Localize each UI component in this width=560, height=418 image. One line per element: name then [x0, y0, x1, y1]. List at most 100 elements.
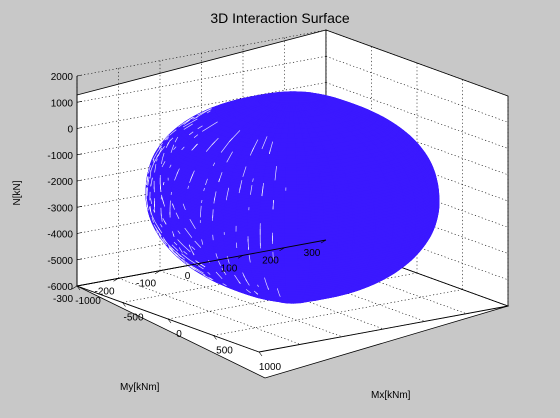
surface-mesh-highlight: [206, 110, 211, 114]
surface-mesh-highlight: [194, 240, 202, 248]
surface-mesh-highlight: [156, 230, 159, 234]
interaction-surface: [145, 91, 440, 304]
surface-mesh-highlight: [188, 244, 192, 251]
surface-mesh-highlight: [257, 284, 259, 287]
surface-mesh-highlight: [202, 121, 218, 132]
x-tick-label: 1000: [259, 362, 282, 373]
surface-mesh-highlight: [218, 260, 221, 266]
surface-mesh-highlight: [157, 227, 163, 234]
surface-mesh-highlight: [152, 151, 158, 160]
surface-mesh-highlight: [191, 266, 196, 271]
surface-mesh-highlight: [157, 147, 163, 157]
surface-mesh-highlight: [184, 227, 193, 238]
x-tick-mark: [122, 302, 126, 307]
surface-mesh-highlight: [228, 137, 233, 143]
surface-mesh-highlight: [209, 277, 214, 281]
z-tick-label: -6000: [47, 282, 73, 293]
z-tick-mark: [76, 179, 83, 182]
z-tick-mark: [76, 258, 83, 261]
surface-mesh-highlight: [192, 252, 195, 256]
surface-mesh-highlight: [170, 144, 175, 153]
surface-mesh-highlight: [215, 253, 218, 259]
surface-mesh-highlight: [203, 187, 205, 192]
surface-mesh-highlight: [160, 224, 163, 228]
y-tick-mark: [71, 285, 78, 290]
surface-mesh-highlight: [168, 244, 175, 251]
surface-mesh-highlight: [158, 142, 163, 149]
y-tick-mark: [154, 270, 161, 274]
surface-mesh-highlight: [161, 161, 166, 168]
y-tick-mark: [196, 262, 202, 267]
surface-mesh-highlight: [177, 230, 181, 235]
surface-mesh-highlight: [255, 292, 259, 295]
surface-mesh-highlight: [164, 134, 170, 141]
z-tick-label: 1000: [51, 98, 74, 109]
surface-mesh-highlight: [218, 172, 223, 183]
surface-mesh-highlight: [193, 267, 204, 274]
surface-mesh-highlight: [193, 134, 199, 138]
surface-mesh-highlight: [183, 123, 193, 130]
surface-facet: [302, 103, 313, 111]
surface-mesh-highlight: [245, 279, 250, 286]
surface-mesh-highlight: [168, 247, 173, 251]
surface-mesh-highlight: [162, 239, 165, 243]
z-tick-mark: [76, 127, 83, 129]
surface-mesh-highlight: [242, 166, 247, 177]
surface-mesh-highlight: [173, 241, 178, 246]
surface-mesh-highlight: [238, 281, 241, 284]
y-tick-mark: [320, 239, 327, 244]
z-tick-mark: [76, 101, 83, 103]
chart-title: 3D Interaction Surface: [210, 10, 350, 26]
grid-line-left-wall-z: [76, 29, 327, 77]
surface-mesh-highlight: [190, 170, 195, 180]
surface-mesh-highlight: [154, 164, 157, 173]
surface-mesh-highlight: [211, 141, 216, 146]
surface-mesh-highlight: [174, 252, 179, 257]
surface-mesh-highlight: [197, 108, 212, 116]
surface-mesh-highlight: [267, 287, 270, 290]
surface-mesh-highlight: [195, 269, 206, 276]
surface-mesh-highlight: [195, 110, 208, 118]
y-tick-label: 200: [262, 256, 279, 267]
surface-mesh-highlight: [152, 158, 155, 162]
surface-facet: [287, 127, 297, 134]
z-tick-mark: [76, 153, 83, 156]
surface-mesh-highlight: [201, 199, 203, 203]
surface-mesh-highlight: [163, 238, 169, 245]
z-tick-label: -1000: [47, 151, 73, 162]
surface-mesh-highlight: [226, 151, 233, 163]
z-tick-label: 2000: [51, 72, 74, 83]
surface-mesh-highlight: [162, 182, 165, 186]
x-tick-label: 500: [216, 346, 233, 357]
surface-mesh-highlight: [151, 215, 156, 222]
surface-mesh-highlight: [181, 117, 194, 125]
surface-mesh-highlight: [148, 167, 151, 174]
surface-mesh-highlight: [197, 125, 203, 130]
surface-mesh-highlight: [205, 178, 208, 186]
z-tick-mark: [76, 232, 83, 234]
surface-mesh-highlight: [153, 160, 156, 164]
z-tick-label: -2000: [47, 177, 73, 188]
surface-mesh-highlight: [151, 177, 153, 181]
y-tick-label: 0: [185, 271, 191, 282]
surface-mesh-highlight: [250, 185, 253, 195]
surface-mesh-highlight: [252, 178, 254, 182]
surface-mesh-highlight: [157, 145, 162, 152]
x-tick-mark: [258, 351, 263, 357]
y-tick-mark: [113, 278, 119, 282]
surface-mesh-highlight: [226, 256, 230, 264]
z-axis-label: N[kN]: [12, 180, 23, 205]
surface-mesh-highlight: [167, 142, 170, 146]
surface-mesh-highlight: [212, 234, 214, 241]
floor-right-edge: [258, 305, 509, 353]
surface-mesh-highlight: [186, 119, 191, 123]
surface-mesh-highlight: [190, 266, 195, 270]
y-tick-label: -100: [136, 279, 156, 290]
x-tick-mark: [213, 335, 217, 340]
x-tick-mark: [167, 318, 172, 324]
surface-mesh-highlight: [146, 204, 149, 211]
y-tick-label: -200: [94, 286, 114, 297]
x-tick-label: -500: [123, 313, 143, 324]
z-tick-label: -3000: [47, 203, 73, 214]
surface-mesh-highlight: [159, 183, 162, 193]
